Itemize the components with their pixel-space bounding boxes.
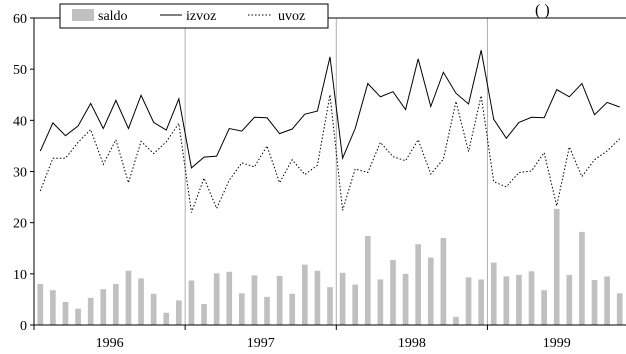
bar-saldo <box>150 293 157 325</box>
bar-saldo <box>163 312 170 325</box>
bar-saldo <box>415 244 422 325</box>
bar-saldo <box>377 279 384 325</box>
bar-saldo <box>201 304 207 325</box>
y-tick-label: 20 <box>13 217 27 232</box>
legend-label-izvoz: izvoz <box>186 9 216 24</box>
y-tick-label: 50 <box>13 63 27 78</box>
x-tick-label: 1999 <box>543 336 571 351</box>
bar-saldo <box>138 278 144 325</box>
bar-saldo <box>427 257 434 325</box>
bar-saldo <box>616 293 623 325</box>
legend: saldo izvoz uvoz <box>59 3 329 29</box>
grid-layer <box>184 18 488 325</box>
legend-label-saldo: saldo <box>98 9 128 24</box>
bar-saldo <box>238 293 245 325</box>
bar-saldo <box>402 273 409 325</box>
legend-box <box>59 3 329 29</box>
bar-saldo <box>289 293 296 325</box>
chart-title-fragment: ( ) <box>535 2 550 19</box>
bar-saldo <box>503 276 510 325</box>
bar-saldo <box>579 231 585 325</box>
bar-saldo <box>528 271 535 325</box>
bar-saldo <box>440 238 447 325</box>
bar-saldo <box>453 316 459 325</box>
bar-saldo <box>490 262 497 325</box>
bar-saldo <box>100 289 107 325</box>
plot-background <box>34 18 626 325</box>
bar-saldo <box>213 273 220 325</box>
bar-saldo <box>591 279 598 325</box>
bar-saldo <box>264 296 270 325</box>
bar-saldo <box>251 275 258 325</box>
bar-saldo <box>364 235 371 325</box>
bar-saldo <box>604 276 610 325</box>
series-line-izvoz <box>39 50 620 169</box>
bar-saldo <box>75 308 81 325</box>
legend-swatch-saldo <box>72 9 94 21</box>
bar-saldo <box>339 272 346 325</box>
line-layer <box>39 50 621 213</box>
y-tick-label: 0 <box>20 319 27 334</box>
bar-saldo <box>566 274 573 325</box>
y-tick-label: 60 <box>13 12 27 27</box>
bar-saldo <box>314 270 321 325</box>
series-line-uvoz <box>39 94 621 213</box>
bar-saldo <box>37 284 44 325</box>
bar-saldo <box>327 287 333 325</box>
x-tick-label: 1997 <box>247 336 275 351</box>
x-tick-label: 1996 <box>96 336 124 351</box>
bar-saldo <box>87 297 94 325</box>
bar-saldo <box>226 271 233 325</box>
bar-saldo <box>541 290 547 325</box>
bar-saldo <box>62 301 69 325</box>
bar-saldo <box>50 290 56 325</box>
bar-saldo <box>553 208 560 325</box>
bar-layer <box>37 208 623 325</box>
bar-saldo <box>352 284 359 325</box>
y-tick-label: 30 <box>13 166 27 181</box>
x-tick-label: 1998 <box>398 336 426 351</box>
y-tick-label: 10 <box>13 268 27 283</box>
bar-saldo <box>276 275 283 325</box>
bar-saldo <box>301 264 308 325</box>
bar-saldo <box>390 260 396 325</box>
bar-saldo <box>188 280 195 325</box>
bar-saldo <box>516 274 522 325</box>
legend-label-uvoz: uvoz <box>278 9 305 24</box>
bar-saldo <box>125 270 132 325</box>
y-tick-label: 40 <box>13 114 27 129</box>
bar-saldo <box>176 300 182 325</box>
bar-saldo <box>465 277 472 325</box>
bar-saldo <box>478 279 484 325</box>
bar-saldo <box>113 284 119 325</box>
axis-layer: 0 10 20 30 40 50 60 1996 1997 1998 1999 <box>13 12 626 351</box>
